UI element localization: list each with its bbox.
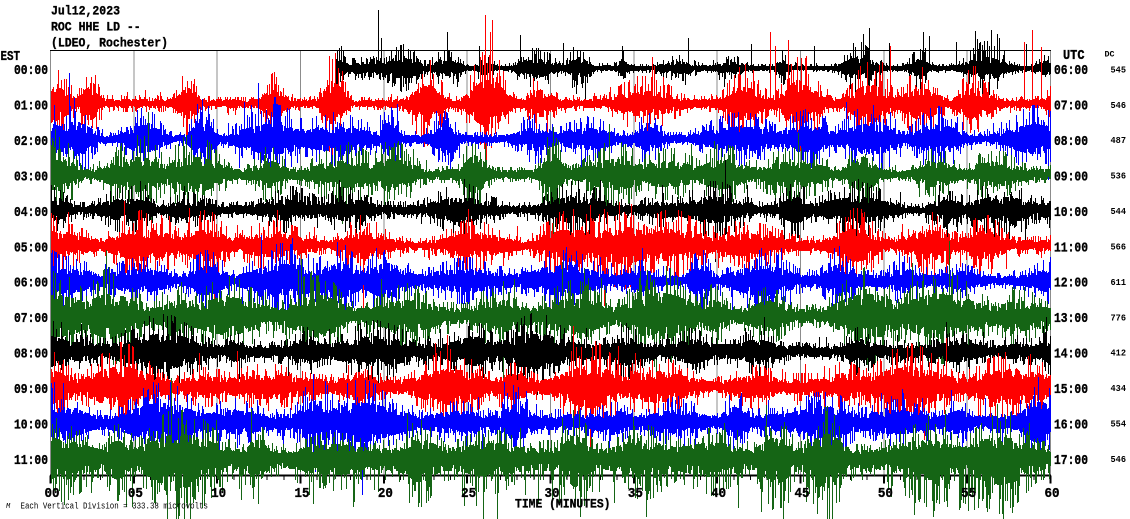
svg-text:03:00: 03:00 [14, 170, 48, 185]
svg-text:EST: EST [1, 50, 21, 65]
svg-text:50: 50 [878, 487, 893, 502]
svg-text:Jul12,2023: Jul12,2023 [51, 5, 120, 19]
svg-text:611: 611 [1111, 278, 1127, 288]
svg-text:487: 487 [1111, 136, 1127, 146]
svg-text:UTC: UTC [1063, 49, 1085, 64]
svg-text:14:00: 14:00 [1054, 348, 1088, 363]
svg-text:546: 546 [1111, 101, 1127, 111]
svg-text:10:00: 10:00 [1054, 206, 1088, 221]
svg-text:10: 10 [211, 487, 226, 502]
svg-text:ROC HHE LD --: ROC HHE LD -- [51, 21, 141, 35]
svg-text:10:00: 10:00 [14, 418, 48, 433]
svg-text:25: 25 [461, 487, 476, 502]
svg-text:DC: DC [1105, 51, 1115, 60]
svg-text:06:00: 06:00 [14, 277, 48, 292]
svg-text:Each Vertical Division = 333.: Each Vertical Division = 333.38 microvol… [21, 502, 209, 512]
svg-text:04:00: 04:00 [14, 206, 48, 221]
svg-text:412: 412 [1111, 349, 1127, 359]
svg-text:15:00: 15:00 [1054, 383, 1088, 398]
svg-text:566: 566 [1111, 242, 1127, 252]
svg-text:07:00: 07:00 [14, 312, 48, 327]
svg-text:01:00: 01:00 [14, 100, 48, 115]
svg-text:07:00: 07:00 [1054, 100, 1088, 115]
svg-text:17:00: 17:00 [1054, 454, 1088, 469]
svg-text:15: 15 [295, 487, 310, 502]
svg-text:08:00: 08:00 [14, 348, 48, 363]
svg-text:13:00: 13:00 [1054, 312, 1088, 327]
svg-text:12:00: 12:00 [1054, 277, 1088, 292]
svg-text:09:00: 09:00 [14, 383, 48, 398]
svg-text:776: 776 [1111, 313, 1127, 323]
svg-text:55: 55 [961, 487, 976, 502]
svg-text:08:00: 08:00 [1054, 135, 1088, 150]
svg-text:02:00: 02:00 [14, 135, 48, 150]
svg-text:(LDEO, Rochester): (LDEO, Rochester) [51, 37, 168, 51]
svg-text:00: 00 [45, 487, 60, 502]
svg-text:545: 545 [1111, 65, 1127, 75]
svg-text:40: 40 [711, 487, 726, 502]
svg-text:05: 05 [128, 487, 143, 502]
svg-text:546: 546 [1111, 455, 1127, 465]
svg-text:536: 536 [1111, 172, 1127, 182]
svg-text:TIME (MINUTES): TIME (MINUTES) [515, 498, 611, 512]
svg-text:20: 20 [378, 487, 393, 502]
svg-text:11:00: 11:00 [14, 454, 48, 469]
svg-text:45: 45 [795, 487, 810, 502]
svg-text:11:00: 11:00 [1054, 241, 1088, 256]
svg-text:M: M [6, 503, 11, 511]
svg-text:554: 554 [1111, 420, 1127, 430]
svg-text:60: 60 [1045, 487, 1060, 502]
svg-text:00:00: 00:00 [14, 64, 48, 79]
svg-text:434: 434 [1111, 384, 1127, 394]
svg-text:06:00: 06:00 [1054, 64, 1088, 79]
svg-text:544: 544 [1111, 207, 1127, 217]
svg-text:05:00: 05:00 [14, 241, 48, 256]
svg-text:16:00: 16:00 [1054, 418, 1088, 433]
svg-text:30: 30 [545, 487, 560, 502]
svg-text:09:00: 09:00 [1054, 170, 1088, 185]
svg-text:35: 35 [628, 487, 643, 502]
